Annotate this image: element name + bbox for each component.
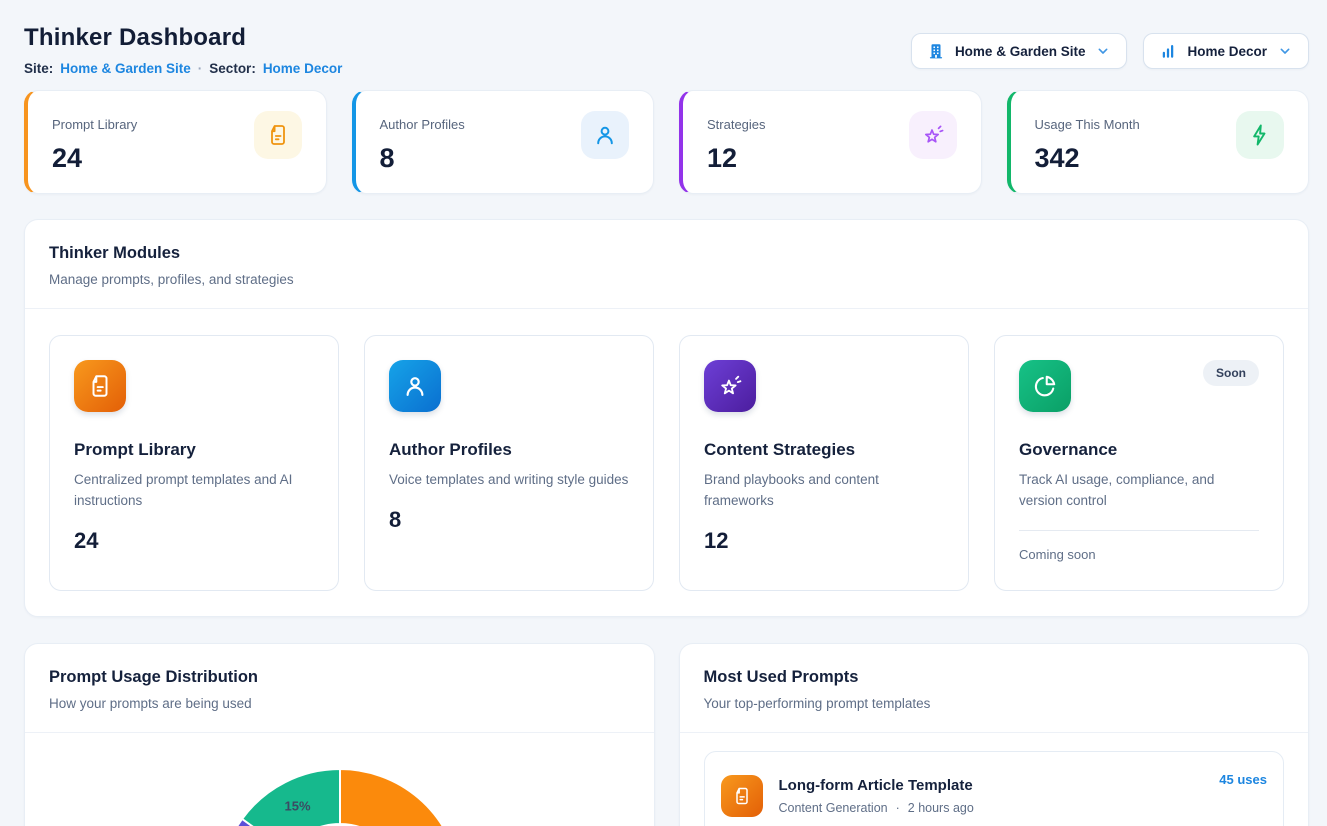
module-description: Track AI usage, compliance, and version … [1019,470,1259,512]
document-icon [721,775,763,817]
module-description: Brand playbooks and content frameworks [704,470,944,512]
header-left: Thinker Dashboard Site: Home & Garden Si… [24,14,342,76]
star-sparkle-icon [909,111,957,159]
document-icon [254,111,302,159]
usage-card-title: Prompt Usage Distribution [49,668,630,687]
prompt-usage-distribution-card: Prompt Usage Distribution How your promp… [24,643,655,826]
soon-badge: Soon [1203,360,1259,386]
module-card-governance[interactable]: Soon Governance Track AI usage, complian… [994,335,1284,591]
modules-title: Thinker Modules [49,244,1284,263]
stat-card-author-profiles: Author Profiles 8 [352,90,655,194]
module-card-author-profiles[interactable]: Author Profiles Voice templates and writ… [364,335,654,591]
module-card-prompt-library[interactable]: Prompt Library Centralized prompt templa… [49,335,339,591]
thinker-modules-panel: Thinker Modules Manage prompts, profiles… [24,219,1309,617]
usage-chart-area: 15% [25,733,654,826]
prompt-item-meta: Content Generation · 2 hours ago [779,801,1204,815]
prompts-card-title: Most Used Prompts [704,668,1285,687]
module-description: Voice templates and writing style guides [389,470,629,491]
prompt-item-title: Long-form Article Template [779,777,1204,794]
site-link[interactable]: Home & Garden Site [60,61,191,76]
usage-donut-chart: 15% [25,733,655,826]
module-title: Author Profiles [389,440,629,460]
bottom-row: Prompt Usage Distribution How your promp… [24,643,1309,826]
most-used-prompts-card: Most Used Prompts Your top-performing pr… [679,643,1310,826]
modules-grid: Prompt Library Centralized prompt templa… [25,309,1308,616]
user-icon [581,111,629,159]
sector-selector-dropdown[interactable]: Home Decor [1143,33,1309,69]
module-count: 8 [389,507,629,533]
prompt-item-body: Long-form Article Template Content Gener… [779,777,1204,815]
sector-label: Sector: [209,61,256,76]
usage-card-header: Prompt Usage Distribution How your promp… [25,644,654,733]
dashboard-page: Thinker Dashboard Site: Home & Garden Si… [0,0,1327,826]
prompt-item-uses: 45 uses [1219,772,1267,787]
coming-soon-note: Coming soon [1019,547,1259,562]
modules-panel-header: Thinker Modules Manage prompts, profiles… [25,220,1308,309]
prompt-item-category: Content Generation [779,801,888,815]
module-card-content-strategies[interactable]: Content Strategies Brand playbooks and c… [679,335,969,591]
chevron-down-icon [1095,43,1111,59]
header-selectors: Home & Garden Site Home Decor [911,33,1309,69]
stats-row: Prompt Library 24 Author Profiles 8 Stra… [24,90,1309,194]
sector-selector-label: Home Decor [1187,44,1267,59]
module-count: 24 [74,528,314,554]
stat-card-usage-this-month: Usage This Month 342 [1007,90,1310,194]
module-description: Centralized prompt templates and AI inst… [74,470,314,512]
module-divider [1019,530,1259,531]
prompts-card-header: Most Used Prompts Your top-performing pr… [680,644,1309,733]
document-icon [74,360,126,412]
svg-text:15%: 15% [285,799,311,814]
site-selector-label: Home & Garden Site [955,44,1086,59]
module-title: Content Strategies [704,440,944,460]
prompts-card-subtitle: Your top-performing prompt templates [704,696,1285,711]
user-icon [389,360,441,412]
pie-chart-icon [1019,360,1071,412]
prompt-list: Long-form Article Template Content Gener… [680,733,1309,826]
module-count: 12 [704,528,944,554]
module-title: Prompt Library [74,440,314,460]
site-selector-dropdown[interactable]: Home & Garden Site [911,33,1128,69]
stat-card-strategies: Strategies 12 [679,90,982,194]
prompt-list-item[interactable]: Long-form Article Template Content Gener… [704,751,1285,826]
lightning-icon [1236,111,1284,159]
site-sector-breadcrumb: Site: Home & Garden Site · Sector: Home … [24,61,342,76]
chevron-down-icon [1277,43,1293,59]
page-title: Thinker Dashboard [24,24,342,52]
stat-card-prompt-library: Prompt Library 24 [24,90,327,194]
header: Thinker Dashboard Site: Home & Garden Si… [24,14,1309,76]
module-title: Governance [1019,440,1259,460]
site-label: Site: [24,61,53,76]
sector-link[interactable]: Home Decor [263,61,343,76]
breadcrumb-separator: · [198,61,203,76]
building-icon [927,42,945,60]
bar-chart-icon [1159,42,1177,60]
star-sparkle-icon [704,360,756,412]
meta-separator: · [896,801,900,815]
usage-card-subtitle: How your prompts are being used [49,696,630,711]
modules-subtitle: Manage prompts, profiles, and strategies [49,272,1284,287]
prompt-item-time: 2 hours ago [908,801,974,815]
